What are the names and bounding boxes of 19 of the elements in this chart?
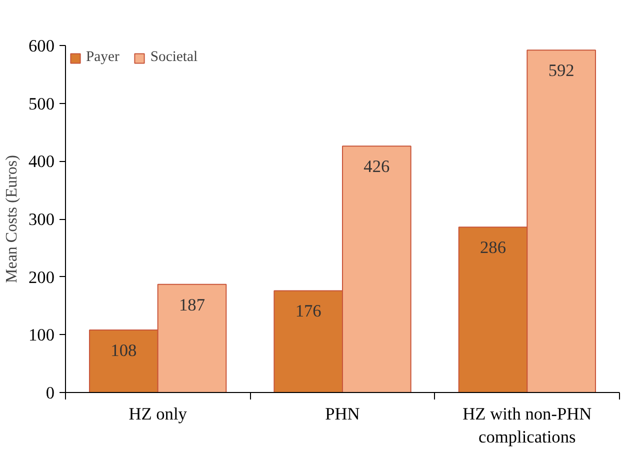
y-axis-title: Mean Costs (Euros)	[4, 155, 21, 283]
data-label: 426	[364, 157, 390, 176]
data-label: 176	[295, 302, 322, 321]
y-tick-label: 600	[28, 36, 55, 56]
y-tick-label: 0	[46, 384, 55, 402]
data-label: 108	[110, 341, 137, 360]
x-tick-label: HZ with non-PHN complications	[462, 404, 592, 446]
x-tick-label: HZ only	[128, 404, 188, 424]
y-tick-label: 500	[28, 94, 55, 114]
data-label: 286	[480, 238, 506, 258]
data-label: 592	[548, 61, 574, 80]
legend-label: Societal	[150, 49, 198, 66]
y-tick-label: 400	[28, 152, 55, 172]
y-tick-label: 200	[28, 268, 55, 287]
y-tick-label: 300	[28, 210, 55, 229]
x-tick-label: PHN	[325, 404, 360, 424]
y-tick-label: 100	[28, 326, 55, 345]
legend-label: Payer	[86, 49, 120, 66]
data-label: 187	[179, 295, 206, 314]
